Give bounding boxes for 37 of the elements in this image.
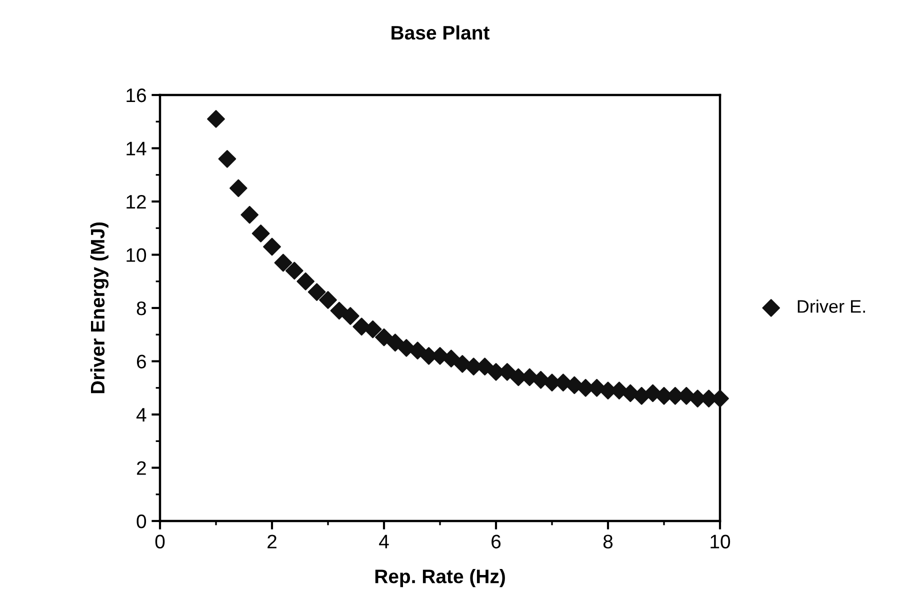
point (408, 342, 427, 360)
point (207, 110, 225, 128)
point (263, 238, 281, 256)
point (308, 283, 326, 301)
point (341, 307, 360, 325)
point (319, 291, 337, 309)
y-tick-label: 12 (126, 194, 146, 209)
point (218, 150, 236, 168)
y-tick-label: 2 (136, 461, 146, 475)
point (274, 254, 292, 272)
y-tick-label: 0 (136, 514, 146, 528)
x-tick-label: 2 (268, 534, 276, 548)
x-tick-label: 4 (379, 534, 389, 548)
x-tick-label: 0 (155, 534, 165, 548)
legend-label: Driver E. (798, 300, 865, 313)
y-tick-label: 8 (136, 301, 146, 316)
point (240, 206, 259, 224)
y-tick-label: 4 (136, 408, 146, 422)
point (442, 350, 460, 368)
point (330, 302, 348, 320)
point (375, 328, 393, 346)
point (386, 334, 404, 352)
y-tick-label: 14 (126, 142, 146, 156)
x-tick-label: 8 (603, 534, 613, 548)
point (252, 224, 270, 242)
point (296, 272, 315, 290)
y-tick-label: 16 (126, 88, 146, 102)
point (285, 262, 304, 280)
y-tick-label: 6 (136, 354, 146, 368)
point (364, 320, 382, 338)
x-axis-title: Rep. Rate (Hz) (375, 568, 505, 588)
y-tick-label: 10 (126, 248, 146, 262)
chart-title: Base Plant (392, 25, 490, 40)
x-tick-label: 6 (492, 534, 501, 548)
y-axis-title: Driver Energy (MJ) (90, 222, 109, 394)
x-tick-label: 10 (710, 534, 730, 548)
point (229, 179, 248, 198)
